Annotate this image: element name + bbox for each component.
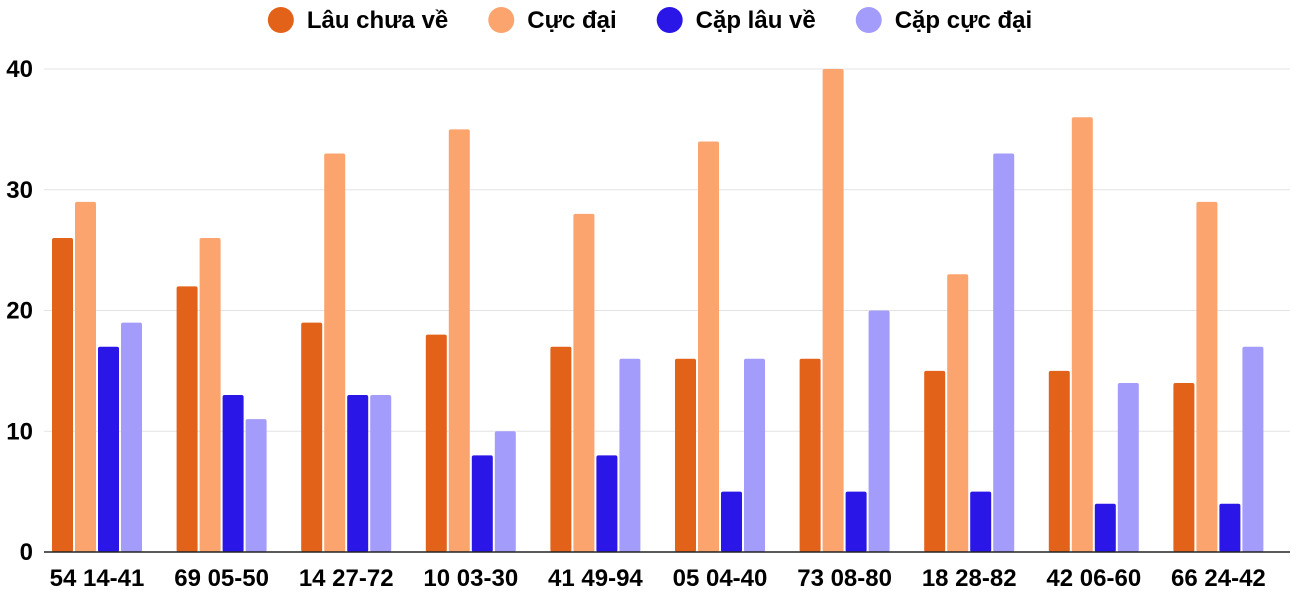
bar-lau-chua-ve-41-49-94	[550, 346, 572, 552]
legend-swatch	[855, 7, 882, 33]
bar-lau-chua-ve-54-14-41	[52, 238, 73, 553]
x-tick-label: 18 28-82	[922, 565, 1017, 592]
gridlines	[44, 68, 1290, 432]
y-tick-label: 10	[6, 418, 33, 445]
bar-cap-cuc-dai-73-08-80	[868, 310, 890, 552]
bar-cap-lau-ve-42-06-60	[1094, 503, 1116, 552]
legend-label: Cực đại	[527, 7, 616, 34]
bar-lau-chua-ve-66-24-42	[1173, 382, 1195, 552]
x-tick-label: 10 03-30	[423, 565, 518, 592]
x-tick-label: 54 14-41	[50, 565, 145, 592]
legend-item-cuc-dai: Cực đại	[488, 7, 617, 34]
bar-cap-lau-ve-05-04-40	[721, 491, 742, 552]
y-tick-label: 40	[6, 56, 33, 83]
bar-cap-lau-ve-66-24-42	[1219, 503, 1241, 552]
bar-cap-cuc-dai-10-03-30	[494, 431, 516, 552]
y-tick-label: 20	[6, 298, 33, 325]
bar-cap-cuc-dai-18-28-82	[993, 153, 1015, 552]
bar-cap-lau-ve-10-03-30	[471, 455, 493, 552]
y-tick-label: 30	[6, 177, 33, 204]
bar-cuc-dai-54-14-41	[75, 201, 96, 552]
bar-cuc-dai-14-27-72	[324, 153, 346, 552]
x-tick-label: 73 08-80	[797, 565, 892, 592]
bar-cuc-dai-66-24-42	[1196, 201, 1218, 552]
bar-cuc-dai-41-49-94	[573, 213, 595, 552]
bar-lau-chua-ve-69-05-50	[176, 286, 198, 552]
bar-cap-lau-ve-41-49-94	[596, 455, 618, 552]
bar-cap-lau-ve-54-14-41	[98, 346, 119, 552]
bar-lau-chua-ve-73-08-80	[799, 358, 821, 552]
bar-cap-cuc-dai-41-49-94	[619, 358, 641, 552]
y-axis: 0 10 20 30 40	[6, 56, 33, 566]
bar-cap-cuc-dai-69-05-50	[245, 419, 267, 552]
bar-cap-lau-ve-14-27-72	[347, 395, 369, 552]
y-tick-label: 0	[20, 539, 33, 566]
legend-item-lau-chua-ve: Lâu chưa về	[267, 7, 448, 34]
bar-cuc-dai-18-28-82	[947, 274, 969, 552]
x-tick-label: 41 49-94	[548, 565, 643, 592]
legend-item-cap-cuc-dai: Cặp cực đại	[855, 7, 1032, 34]
x-tick-label: 66 24-42	[1171, 565, 1266, 592]
bar-cap-lau-ve-18-28-82	[970, 491, 992, 552]
legend-swatch	[488, 7, 515, 33]
legend-label: Cặp lâu về	[696, 7, 816, 34]
bar-cap-cuc-dai-42-06-60	[1117, 382, 1139, 552]
x-tick-label: 14 27-72	[299, 565, 394, 592]
bar-lau-chua-ve-42-06-60	[1048, 370, 1070, 552]
bar-cuc-dai-42-06-60	[1071, 117, 1093, 553]
bar-cuc-dai-69-05-50	[199, 238, 221, 553]
bar-cap-cuc-dai-05-04-40	[744, 358, 765, 552]
bar-cuc-dai-10-03-30	[448, 129, 470, 552]
legend-label: Lâu chưa về	[307, 7, 448, 34]
bar-cap-lau-ve-73-08-80	[845, 491, 867, 552]
bar-lau-chua-ve-10-03-30	[425, 334, 447, 552]
bar-cap-cuc-dai-54-14-41	[121, 322, 142, 552]
x-tick-label: 69 05-50	[174, 565, 269, 592]
bars	[52, 69, 1264, 553]
bar-lau-chua-ve-18-28-82	[924, 370, 946, 552]
legend: Lâu chưa về Cực đại Cặp lâu về Cặp cực đại	[267, 7, 1032, 34]
bar-cap-lau-ve-69-05-50	[222, 395, 244, 552]
x-tick-label: 42 06-60	[1046, 565, 1141, 592]
legend-item-cap-lau-ve: Cặp lâu về	[656, 7, 816, 34]
x-tick-label: 05 04-40	[673, 565, 768, 592]
legend-label: Cặp cực đại	[895, 7, 1032, 34]
bar-cap-cuc-dai-14-27-72	[370, 395, 392, 552]
bar-cuc-dai-73-08-80	[822, 69, 844, 552]
bar-cuc-dai-05-04-40	[698, 141, 719, 552]
legend-swatch	[656, 7, 683, 33]
bar-lau-chua-ve-14-27-72	[301, 322, 323, 552]
bar-cap-cuc-dai-66-24-42	[1242, 346, 1264, 552]
legend-swatch	[267, 7, 294, 33]
x-axis: 54 14-41 69 05-50 14 27-72 10 03-30 41 49-94…	[44, 551, 1290, 592]
bar-lau-chua-ve-05-04-40	[675, 358, 696, 552]
